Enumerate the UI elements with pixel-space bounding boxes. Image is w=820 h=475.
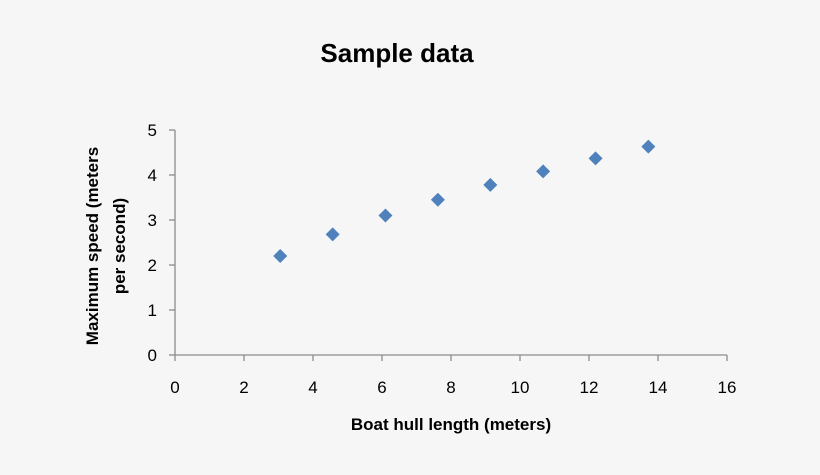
data-point [430, 192, 445, 207]
y-tick-label: 4 [148, 166, 157, 185]
y-axis-label-line-2: per second) [110, 198, 129, 294]
x-tick-label: 2 [239, 378, 248, 397]
y-tick-label: 2 [148, 256, 157, 275]
data-point [536, 164, 551, 179]
y-axis-label: Maximum speed (meters per second) [83, 147, 129, 345]
data-point [483, 177, 498, 192]
x-axis-label: Boat hull length (meters) [351, 415, 551, 434]
x-tick-label: 10 [511, 378, 530, 397]
data-point [641, 139, 656, 154]
y-tick-label: 1 [148, 301, 157, 320]
x-tick-label: 0 [170, 378, 179, 397]
x-tick-label: 14 [649, 378, 668, 397]
x-tick-label: 8 [446, 378, 455, 397]
data-point [378, 208, 393, 223]
y-tick-label: 5 [148, 121, 157, 140]
y-tick-label: 0 [148, 346, 157, 365]
data-point [588, 151, 603, 166]
data-point [325, 227, 340, 242]
x-tick-label: 12 [580, 378, 599, 397]
chart-title: Sample data [320, 38, 474, 68]
data-point [273, 249, 288, 263]
x-axis-ticks: 0 2 4 6 8 10 12 14 16 [170, 355, 736, 397]
x-tick-label: 4 [308, 378, 317, 397]
data-points [273, 139, 656, 263]
y-axis-ticks: 0 1 2 3 4 5 [148, 121, 175, 365]
x-tick-label: 16 [718, 378, 737, 397]
x-tick-label: 6 [377, 378, 386, 397]
y-axis-label-line-1: Maximum speed (meters [83, 147, 102, 345]
y-tick-label: 3 [148, 211, 157, 230]
